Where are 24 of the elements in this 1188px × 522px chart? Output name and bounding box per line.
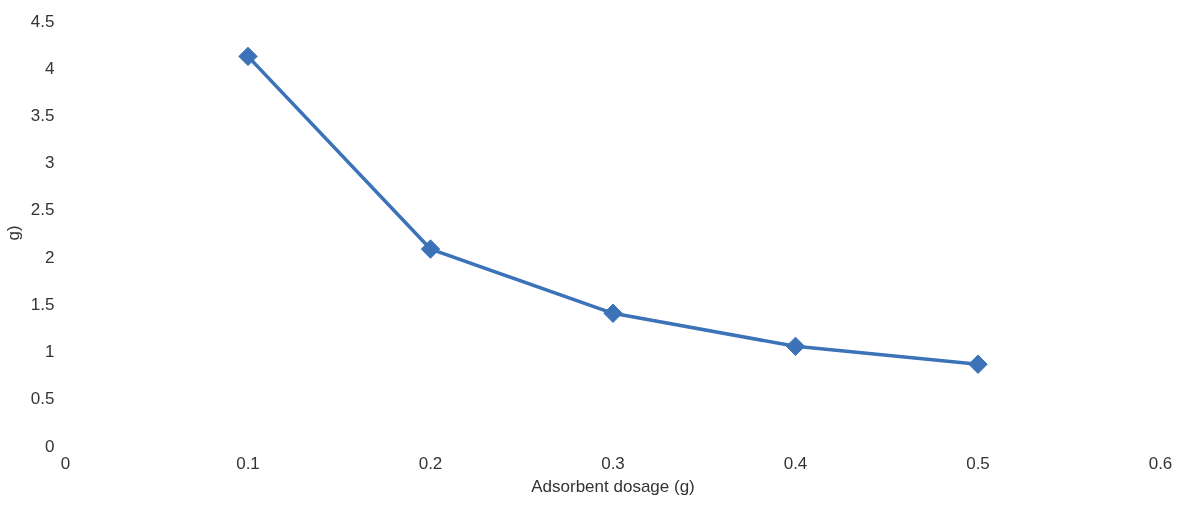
x-tick-label: 0.5 [966, 453, 990, 473]
point [420, 239, 441, 259]
y-tick-label: 3 [45, 153, 55, 173]
x-axis-title: Adsorbent dosage (g) [531, 476, 695, 496]
y-tick-label: 2 [45, 247, 55, 267]
point [238, 46, 258, 67]
y-tick-label: 1.5 [30, 294, 55, 314]
x-tick-label: 0.2 [418, 453, 443, 473]
y-axis-title: g) [3, 225, 23, 241]
x-tick-label: 0.3 [601, 453, 625, 473]
y-tick-label: 0.5 [30, 389, 55, 409]
x-tick-label: 0 [60, 453, 71, 473]
y-tick-label: 2.5 [30, 200, 55, 220]
y-tick-label: 4 [45, 58, 55, 78]
y-tick-label: 4.5 [30, 11, 55, 31]
y-tick-label: 0 [45, 436, 55, 456]
point [785, 336, 806, 357]
point [603, 303, 623, 323]
point [968, 354, 988, 374]
x-tick-label: 0.1 [236, 453, 260, 473]
y-tick-label: 3.5 [30, 105, 55, 125]
x-tick-label: 0.6 [1148, 453, 1173, 473]
y-tick-label: 1 [45, 342, 55, 362]
x-tick-label: 0.4 [783, 453, 808, 473]
